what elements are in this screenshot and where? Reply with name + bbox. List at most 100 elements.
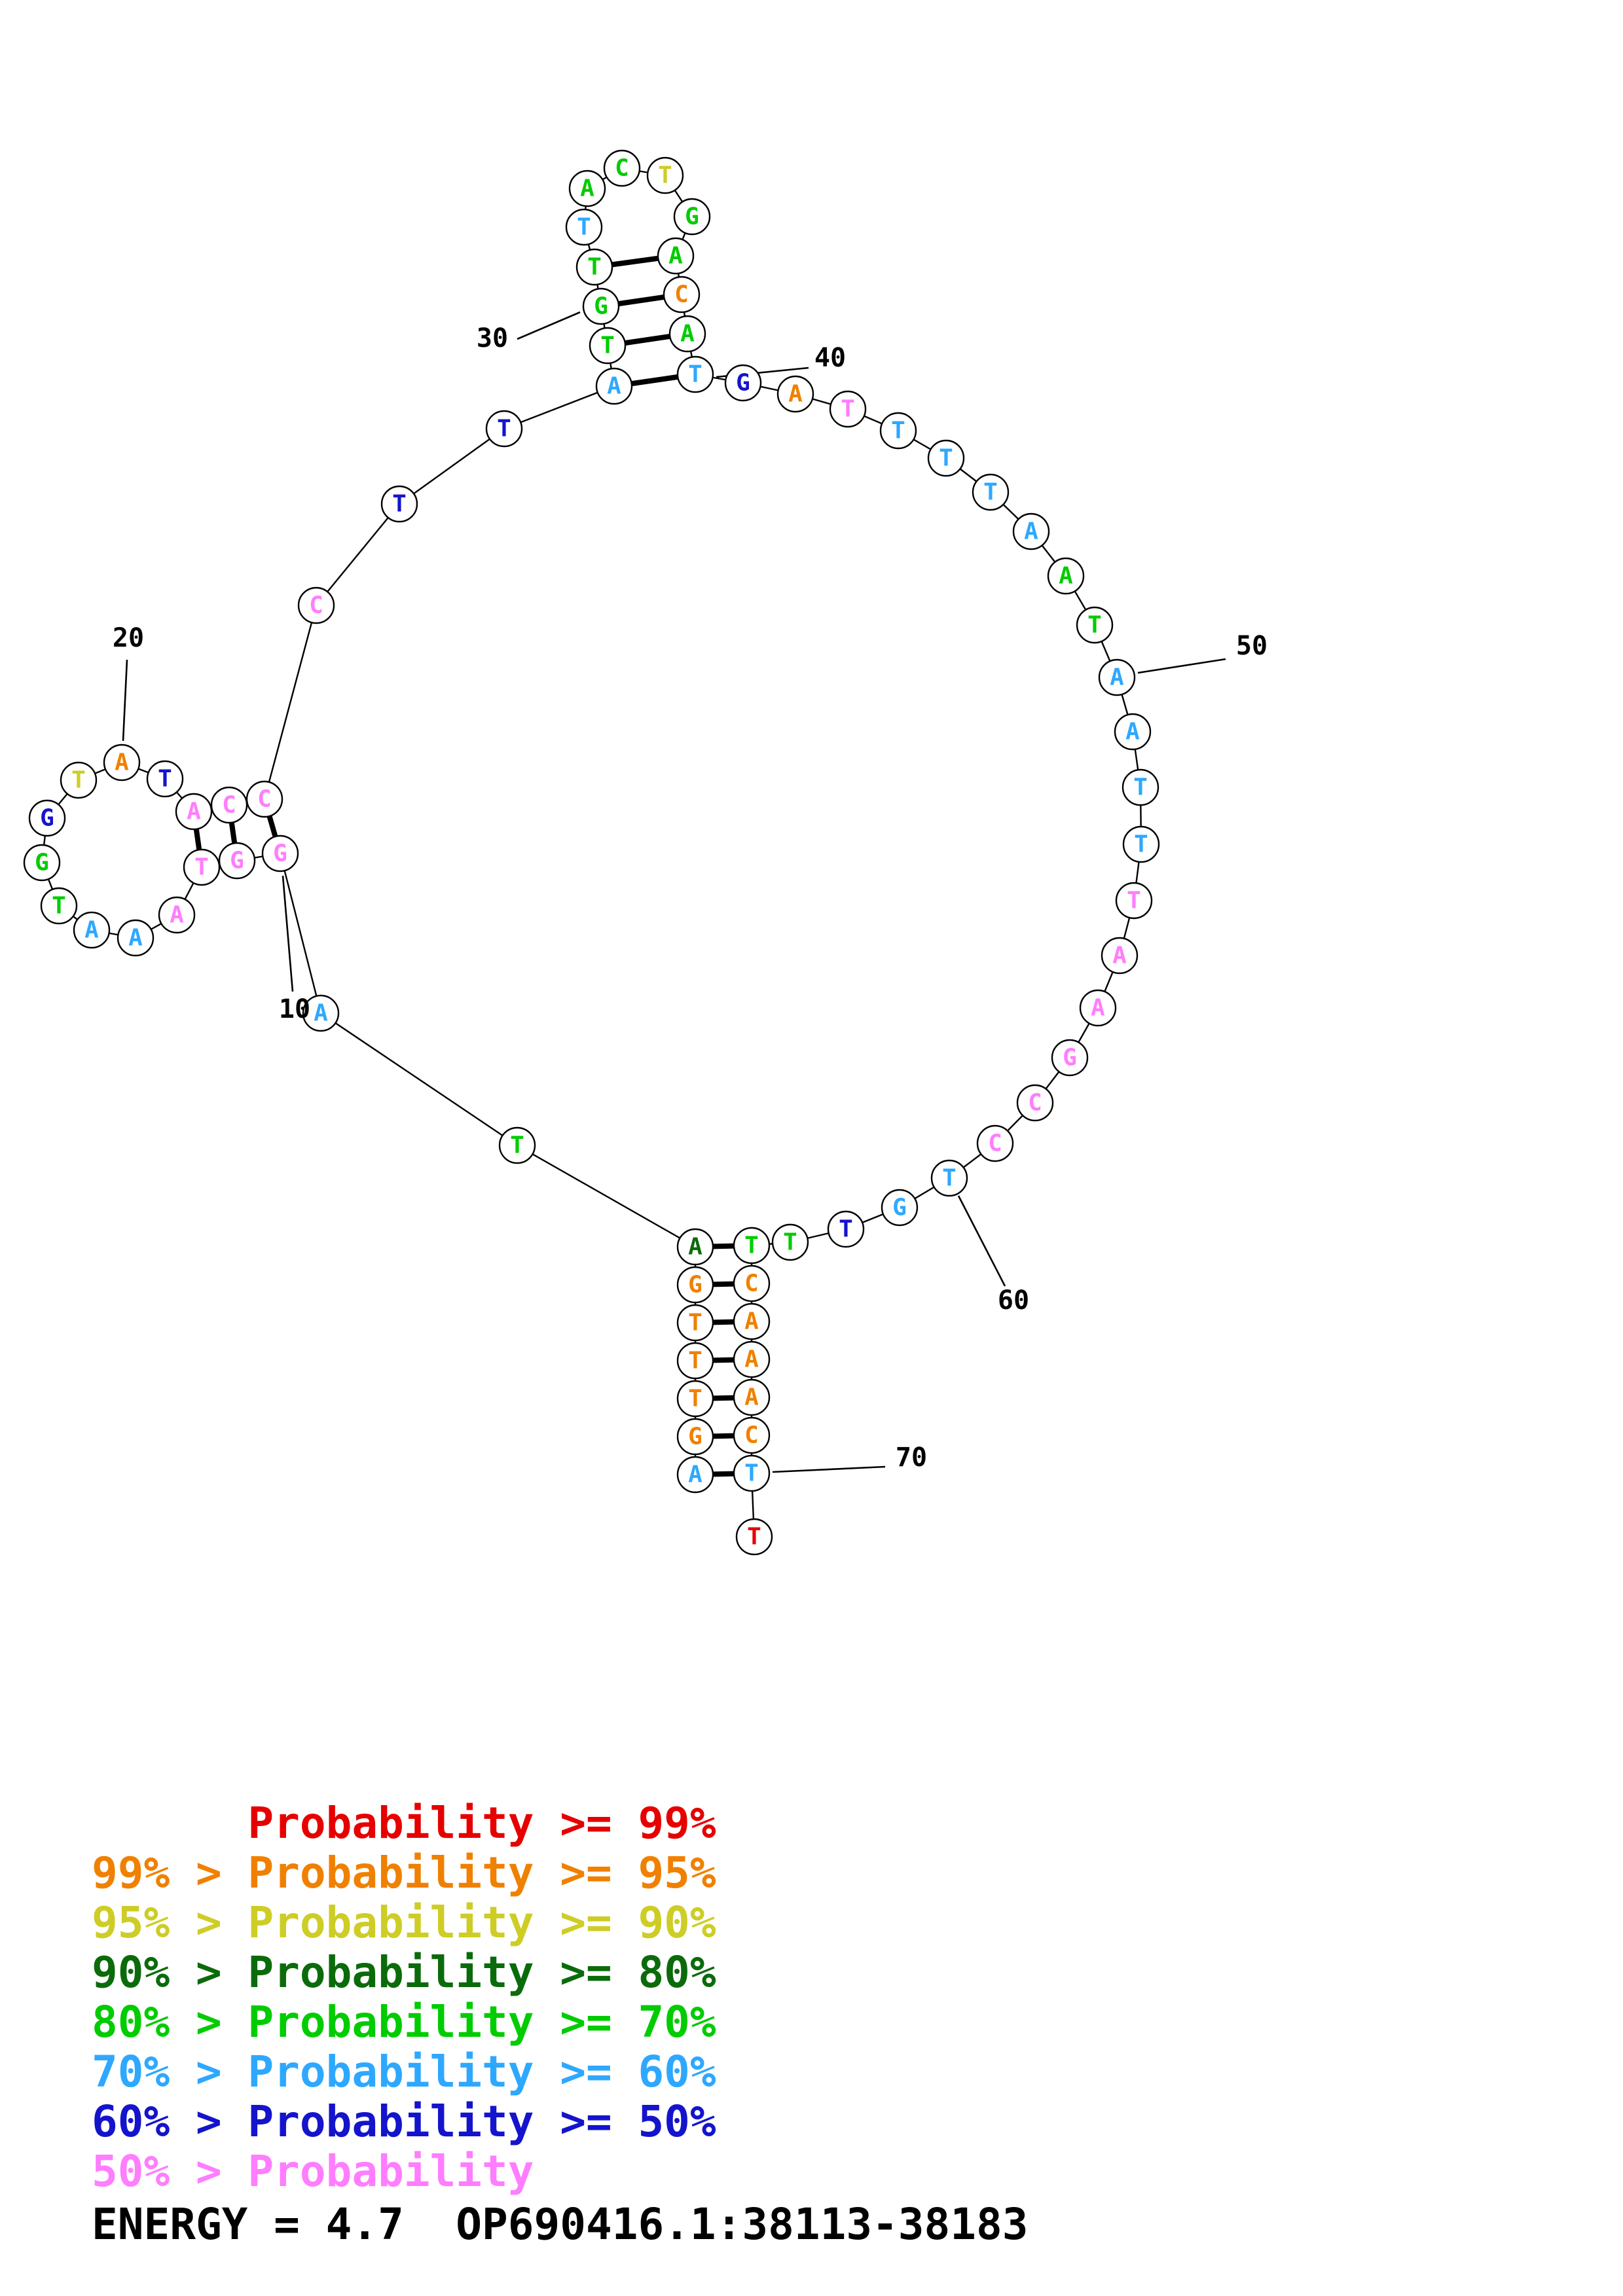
nucleotide-circle — [297, 586, 335, 624]
nucleotide-circle — [1012, 512, 1050, 550]
position-label: 30 — [477, 323, 508, 353]
nucleotide-letter: T — [942, 1165, 957, 1192]
nucleotide-circle — [575, 248, 613, 286]
nucleotide-circle — [733, 1265, 771, 1302]
legend-line: 80% > Probability >= 70% — [92, 1997, 716, 2047]
energy-line: ENERGY = 4.7 OP690416.1:38113-38183 — [92, 2199, 1029, 2250]
nucleotide-circle — [976, 1124, 1014, 1162]
nucleotide-letter: T — [688, 361, 702, 388]
nucleotide-letter: C — [257, 786, 272, 813]
nucleotide-letter: A — [688, 1234, 702, 1261]
nucleotide-circle — [582, 287, 620, 325]
legend-line: Probability >= 99% — [92, 1798, 716, 1848]
nucleotide-letter: G — [1063, 1045, 1077, 1071]
nucleotide-letter: T — [1127, 888, 1141, 914]
position-label: 10 — [279, 994, 310, 1024]
nucleotide-letter: C — [744, 1270, 759, 1297]
nucleotide-circle — [589, 327, 627, 365]
legend-line: 60% > Probability >= 50% — [92, 2096, 716, 2147]
nucleotide-circle — [676, 1418, 714, 1456]
nucleotide-letter: G — [273, 840, 287, 867]
nucleotide-letter: T — [658, 162, 672, 189]
legend-line: 90% > Probability >= 80% — [92, 1947, 716, 1998]
nucleotide-letter: T — [510, 1132, 524, 1159]
nucleotide-letter: T — [587, 254, 602, 281]
nucleotide-circle — [565, 208, 603, 246]
nucleotide-letter: A — [668, 243, 683, 270]
nucleotide-letter: T — [1087, 612, 1102, 639]
nucleotide-letter: T — [783, 1229, 797, 1256]
nucleotide-circle — [40, 887, 78, 925]
nucleotide-letter: T — [392, 491, 407, 518]
nucleotide-letter: A — [187, 798, 201, 825]
nucleotide-letter: T — [1133, 774, 1148, 801]
nucleotide-letter: T — [841, 396, 855, 423]
nucleotide-circle — [1016, 1084, 1054, 1122]
nucleotide-letter: A — [1110, 664, 1124, 691]
nucleotide-letter: A — [1125, 719, 1140, 745]
nucleotide-letter: T — [194, 854, 209, 881]
nucleotide-circle — [668, 315, 706, 353]
nucleotide-letter: C — [674, 281, 689, 308]
nucleotide-letter: G — [685, 204, 699, 230]
nucleotide-letter: G — [594, 293, 608, 320]
nucleotide-letter: A — [84, 917, 99, 944]
position-label: 20 — [113, 623, 144, 653]
nucleotide-circle — [1114, 713, 1152, 751]
nucleotide-letter: T — [688, 1386, 702, 1412]
nucleotide-letter: G — [40, 805, 54, 832]
nucleotide-letter: T — [52, 893, 66, 920]
backbone-line — [517, 1144, 696, 1248]
nucleotide-letter: C — [615, 155, 629, 182]
nucleotide-letter: A — [1024, 518, 1038, 545]
legend-line: 95% > Probability >= 90% — [92, 1897, 716, 1948]
nucleotide-letter: T — [688, 1348, 702, 1374]
backbone-line — [263, 605, 318, 800]
nucleotide-circle — [733, 1340, 771, 1378]
nucleotide-circle — [676, 355, 714, 393]
nucleotide-circle — [733, 1302, 771, 1340]
nucleotide-letter: T — [744, 1232, 759, 1259]
nucleotide-circle — [657, 237, 695, 275]
nucleotide-circle — [568, 170, 606, 207]
nucleotide-circle — [827, 1210, 865, 1248]
nucleotide-circle — [498, 1126, 536, 1164]
nucleotide-letter: A — [115, 749, 129, 776]
nucleotide-letter: A — [1059, 563, 1073, 590]
nucleotide-circle — [175, 793, 213, 831]
nucleotide-circle — [595, 367, 633, 405]
nucleotide-circle — [879, 412, 917, 450]
nucleotide-circle — [485, 410, 523, 448]
nucleotide-circle — [735, 1518, 773, 1556]
nucleotide-letter: A — [128, 925, 143, 952]
backbone-line — [503, 385, 615, 430]
nucleotide-letter: A — [680, 321, 695, 348]
position-label: 70 — [896, 1443, 927, 1473]
nucleotide-circle — [23, 844, 61, 882]
nucleotide-circle — [771, 1223, 809, 1261]
nucleotide-circle — [380, 485, 418, 523]
nucleotide-letter: C — [988, 1130, 1002, 1157]
legend-line: 70% > Probability >= 60% — [92, 2047, 716, 2097]
nucleotide-letter: G — [688, 1424, 702, 1450]
tick-line — [1137, 658, 1226, 674]
nucleotide-circle — [881, 1189, 919, 1227]
nucleotide-circle — [117, 919, 155, 957]
nucleotide-letter: C — [222, 792, 236, 819]
nucleotide-circle — [603, 149, 641, 187]
nucleotide-circle — [218, 842, 256, 880]
nucleotide-letter: A — [744, 1384, 759, 1411]
nucleotide-circle — [829, 390, 867, 428]
nucleotide-letter: T — [497, 416, 511, 442]
nucleotide-circle — [733, 1416, 771, 1454]
nucleotide-circle — [733, 1454, 771, 1492]
tick-line — [772, 1465, 886, 1473]
backbone-line — [279, 853, 322, 1014]
nucleotide-circle — [1076, 606, 1114, 644]
nucleotide-circle — [676, 1228, 714, 1266]
nucleotide-letter: A — [314, 1000, 328, 1027]
nucleotide-letter: T — [747, 1524, 761, 1551]
nucleotide-circle — [1047, 557, 1085, 595]
nucleotide-letter: A — [1091, 995, 1105, 1022]
